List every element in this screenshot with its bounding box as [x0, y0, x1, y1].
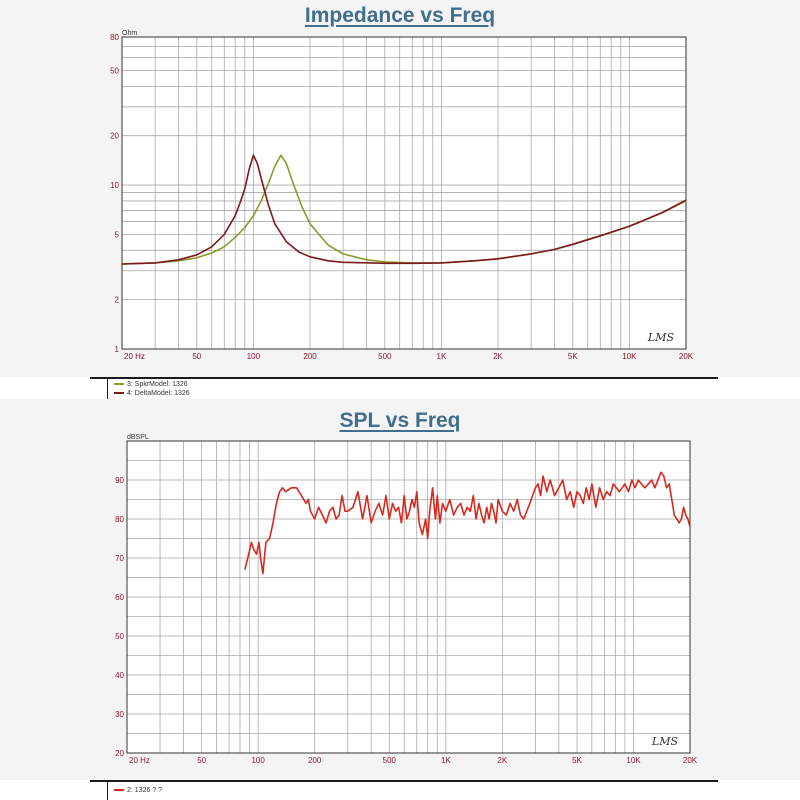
impedance-chart: 20 Hz 50 100 200 500 1K 2K 5K 10K 20K 1 2 5 10 20 50 80 O… — [110, 30, 694, 361]
y-tick-label: 1 — [115, 345, 120, 354]
legend-entry-deltamodel: 4: DeltaModel: 1326 — [114, 390, 190, 397]
y-tick-label: 90 — [115, 476, 124, 485]
lms-watermark: LMS — [651, 735, 679, 748]
x-tick-label: 2K — [493, 352, 503, 361]
legend-swatch-spl — [114, 789, 124, 792]
plot-area — [127, 441, 690, 753]
x-tick-label: 200 — [308, 756, 322, 765]
y-tick-label: 20 — [110, 132, 119, 141]
legend-divider — [90, 780, 718, 782]
impedance-chart-title: Impedance vs Freq — [304, 4, 496, 27]
y-tick-label: 2 — [115, 296, 120, 305]
y-tick-label: 80 — [115, 515, 124, 524]
x-gridlines — [126, 441, 691, 753]
legend-rule-vertical — [107, 377, 108, 399]
x-tick-label: 2K — [497, 756, 507, 765]
legend-rule-vertical — [107, 780, 108, 800]
y-tick-label: 80 — [110, 33, 119, 42]
series-line-4-deltamodel-1326 — [121, 154, 687, 265]
x-tick-label: 1K — [437, 352, 447, 361]
x-tick-label: 1K — [441, 756, 451, 765]
y-tick-label: 70 — [115, 554, 124, 563]
series-line-2-1326 — [244, 471, 691, 575]
y-gridlines — [127, 440, 690, 754]
plot-frame — [121, 36, 687, 350]
x-tick-label: 20K — [683, 756, 698, 765]
y-tick-label: 50 — [110, 66, 119, 75]
x-tick-label: 100 — [251, 756, 265, 765]
impedance-legend: 3: SpkrModel: 1326 4: DeltaModel: 1326 — [0, 377, 800, 399]
legend-entry-spkrmodel: 3: SpkrModel: 1326 — [114, 381, 188, 388]
plot-frame — [126, 440, 691, 754]
y-tick-label: 40 — [115, 671, 124, 680]
legend-label-deltamodel: 4: DeltaModel: 1326 — [127, 390, 190, 397]
legend-entry-spl: 2: 1326 ? ? — [114, 787, 162, 794]
legend-swatch-deltamodel — [114, 392, 124, 395]
spl-legend: 2: 1326 ? ? — [0, 780, 800, 800]
x-tick-label: 500 — [383, 756, 397, 765]
lms-watermark: LMS — [647, 331, 675, 344]
y-tick-label: 30 — [115, 710, 124, 719]
legend-label-spkrmodel: 3: SpkrModel: 1326 — [127, 381, 188, 388]
y-axis-label: Ohm — [122, 30, 137, 37]
x-tick-label: 5K — [568, 352, 578, 361]
x-tick-label: 20 Hz — [129, 756, 150, 765]
x-tick-label: 10K — [626, 756, 641, 765]
x-tick-label: 20K — [679, 352, 694, 361]
spl-chart-title: SPL vs Freq — [339, 409, 461, 432]
x-tick-label: 20 Hz — [124, 352, 145, 361]
legend-swatch-spkrmodel — [114, 383, 124, 386]
x-tick-label: 50 — [197, 756, 206, 765]
x-tick-label: 50 — [192, 352, 201, 361]
y-tick-label: 60 — [115, 593, 124, 602]
x-tick-label: 500 — [378, 352, 392, 361]
y-axis-label: dBSPL — [127, 434, 149, 441]
x-tick-label: 100 — [247, 352, 261, 361]
x-tick-label: 200 — [303, 352, 317, 361]
legend-divider — [90, 377, 718, 379]
x-tick-label: 5K — [572, 756, 582, 765]
y-tick-label: 50 — [115, 632, 124, 641]
y-tick-label: 5 — [115, 230, 120, 239]
x-tick-label: 10K — [622, 352, 637, 361]
legend-label-spl: 2: 1326 ? ? — [127, 787, 163, 794]
y-tick-label: 10 — [110, 181, 119, 190]
y-tick-label: 20 — [115, 749, 124, 758]
plot-area — [122, 37, 686, 349]
